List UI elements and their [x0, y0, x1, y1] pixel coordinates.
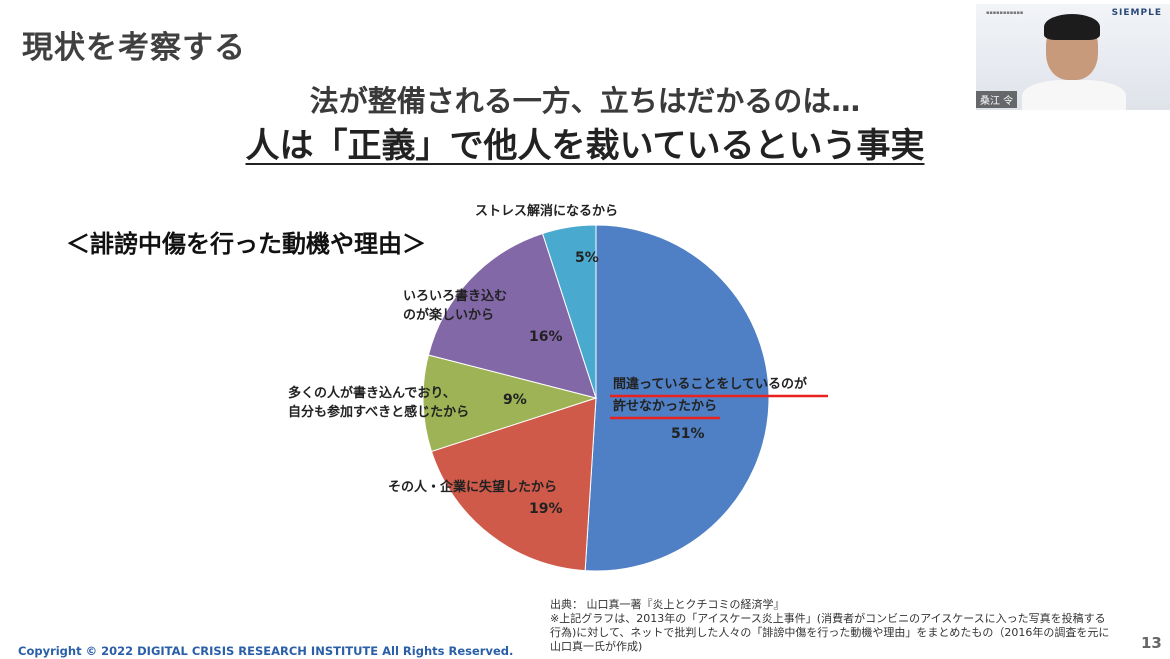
- pie-slice: [584, 224, 770, 572]
- video-tile[interactable]: ▪▪▪▪▪▪▪▪▪▪▪ SIEMPLE 桑江 令: [976, 4, 1170, 110]
- headline: 法が整備される一方、立ちはだかるのは…: [309, 84, 861, 118]
- slice-category-label: のが楽しいから: [403, 307, 494, 323]
- participant-body: [1022, 80, 1126, 110]
- headline-strong: 人は「正義」で他人を裁いているという事実: [0, 118, 1170, 167]
- slice-category-label: その人・企業に失望したから: [388, 479, 557, 495]
- slice-category-label: いろいろ書き込む: [403, 288, 507, 304]
- headline-strong-text: 人は「正義」で他人を裁いているという事実: [245, 126, 925, 166]
- slice-category-label: 間違っていることをしているのが: [613, 376, 807, 392]
- chart-heading: ＜誹謗中傷を行った動機や理由＞: [66, 230, 426, 258]
- source-line: 行為)に対して、ネットで批判した人々の「誹謗中傷を行った動機や理由」をまとめたも…: [550, 626, 1110, 639]
- slice-category-label: 許せなかったから: [613, 398, 717, 414]
- source-note: 出典： 山口真一著『炎上とクチコミの経済学』 ※上記グラフは、2013年の「アイ…: [550, 598, 1120, 654]
- source-line: 出典： 山口真一著『炎上とクチコミの経済学』: [550, 598, 785, 611]
- source-line: 山口真一氏が作成): [550, 640, 643, 653]
- slice-value-label: 51%: [671, 426, 705, 442]
- pie-slice: [427, 232, 597, 399]
- pie-slice: [541, 224, 597, 399]
- video-logo: SIEMPLE: [1111, 8, 1162, 18]
- slice-value-label: 19%: [529, 501, 563, 517]
- source-line: ※上記グラフは、2013年の「アイスケース炎上事件」(消費者がコンビニのアイスケ…: [550, 612, 1106, 625]
- slide-title: 現状を考察する: [22, 30, 246, 66]
- video-background-text: ▪▪▪▪▪▪▪▪▪▪▪: [986, 10, 1024, 16]
- pie-slice: [422, 354, 598, 453]
- slice-category-label: 多くの人が書き込んでおり、: [288, 385, 456, 401]
- slice-category-label: 自分も参加すべきと感じたから: [288, 404, 469, 420]
- participant-hair: [1044, 14, 1100, 40]
- participant-name: 桑江 令: [976, 91, 1018, 108]
- copyright: Copyright © 2022 DIGITAL CRISIS RESEARCH…: [18, 644, 514, 658]
- page-number: 13: [1141, 634, 1162, 652]
- slice-value-label: 16%: [529, 329, 563, 345]
- slice-value-label: 5%: [575, 250, 599, 266]
- pie-slice: [430, 397, 597, 572]
- slice-value-label: 9%: [503, 392, 527, 408]
- slice-category-label: ストレス解消になるから: [475, 203, 618, 219]
